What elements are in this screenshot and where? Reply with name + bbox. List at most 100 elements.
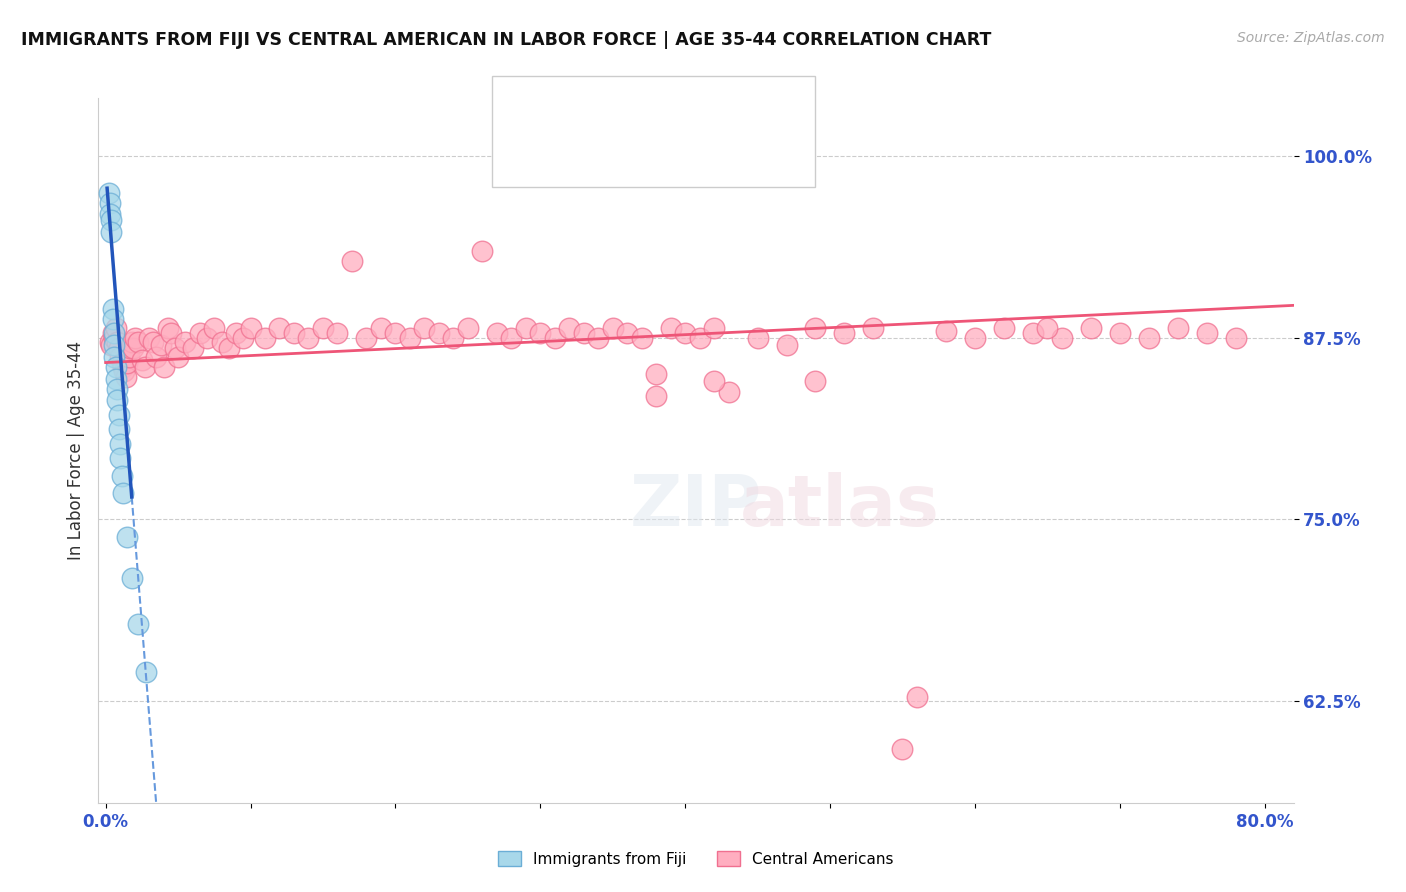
Point <box>127 617 149 632</box>
Point <box>253 331 276 345</box>
Text: Source: ZipAtlas.com: Source: ZipAtlas.com <box>1237 31 1385 45</box>
Point <box>108 451 131 466</box>
Point <box>834 326 856 341</box>
Point <box>134 359 156 374</box>
Point <box>413 320 436 334</box>
Text: -0.549: -0.549 <box>588 96 645 114</box>
Point <box>457 320 479 334</box>
Point <box>105 393 128 408</box>
Point <box>124 331 146 345</box>
Point <box>104 359 127 374</box>
Point <box>283 326 305 341</box>
Point <box>891 742 914 756</box>
Point <box>101 301 124 316</box>
Point <box>326 326 349 341</box>
Point <box>100 213 122 227</box>
Point <box>427 326 450 341</box>
Point <box>1080 320 1102 334</box>
Point <box>122 341 145 355</box>
Text: 24: 24 <box>678 96 700 114</box>
Point <box>862 320 884 334</box>
Y-axis label: In Labor Force | Age 35-44: In Labor Force | Age 35-44 <box>66 341 84 560</box>
Point <box>673 326 696 341</box>
Point <box>114 364 136 378</box>
Point <box>1050 331 1073 345</box>
Point <box>103 326 125 341</box>
Point <box>775 338 797 352</box>
Point <box>232 331 254 345</box>
Point <box>1137 331 1160 345</box>
Point <box>138 331 160 345</box>
Point <box>471 244 494 258</box>
Text: N =: N = <box>637 145 689 162</box>
Point <box>120 341 142 355</box>
Point <box>103 338 125 352</box>
Point <box>127 335 149 350</box>
Point <box>804 375 827 389</box>
Point <box>485 326 508 341</box>
Legend: Immigrants from Fiji, Central Americans: Immigrants from Fiji, Central Americans <box>492 845 900 872</box>
Point <box>616 326 638 341</box>
Point <box>112 359 135 374</box>
Point <box>370 320 392 334</box>
Point <box>993 320 1015 334</box>
Point <box>218 341 240 355</box>
Point <box>118 350 141 364</box>
Point <box>225 326 247 341</box>
Point <box>110 469 132 483</box>
Point <box>105 382 128 396</box>
Point <box>98 207 121 221</box>
Point <box>544 331 567 345</box>
Point <box>188 326 211 341</box>
Point <box>149 338 172 352</box>
Point <box>174 335 197 350</box>
Point <box>905 690 928 704</box>
Point <box>963 331 986 345</box>
Point <box>515 320 537 334</box>
Point <box>100 338 122 352</box>
Point <box>312 320 335 334</box>
Point <box>107 341 129 355</box>
Point <box>501 331 523 345</box>
Point <box>145 350 167 364</box>
Point <box>160 326 183 341</box>
Point <box>167 350 190 364</box>
Point <box>572 326 595 341</box>
Point <box>101 312 124 326</box>
Point <box>103 350 125 364</box>
Text: 95: 95 <box>678 145 700 162</box>
Point <box>108 437 131 451</box>
Text: IMMIGRANTS FROM FIJI VS CENTRAL AMERICAN IN LABOR FORCE | AGE 35-44 CORRELATION : IMMIGRANTS FROM FIJI VS CENTRAL AMERICAN… <box>21 31 991 49</box>
Point <box>103 331 125 345</box>
Point <box>269 320 291 334</box>
Point <box>1167 320 1189 334</box>
Point <box>703 320 725 334</box>
Point <box>104 371 127 385</box>
Point <box>804 320 827 334</box>
Point <box>98 335 121 350</box>
Text: N =: N = <box>637 96 689 114</box>
Point <box>297 331 319 345</box>
Point <box>98 195 121 210</box>
Point <box>121 571 143 585</box>
Point <box>97 186 120 200</box>
Point <box>645 389 668 403</box>
Point <box>935 324 957 338</box>
Point <box>689 331 711 345</box>
Point <box>165 341 187 355</box>
Point <box>399 331 422 345</box>
Point <box>121 335 143 350</box>
Point <box>645 367 668 381</box>
Point <box>602 320 624 334</box>
Point <box>1036 320 1059 334</box>
Point <box>156 320 179 334</box>
Point <box>117 530 139 544</box>
Point <box>107 408 129 422</box>
Point <box>340 253 363 268</box>
Point <box>107 422 129 436</box>
Point <box>135 665 157 679</box>
Text: ZIP: ZIP <box>630 473 762 541</box>
Point <box>384 326 406 341</box>
Text: R =: R = <box>555 145 595 162</box>
Text: atlas: atlas <box>740 473 939 541</box>
